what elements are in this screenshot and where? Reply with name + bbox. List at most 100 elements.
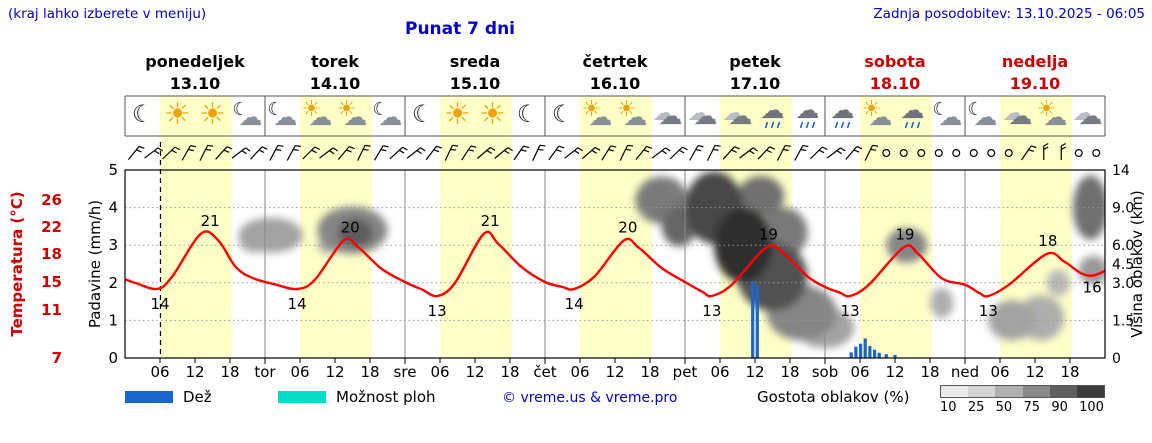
cloud-blob: [1078, 255, 1105, 285]
day-header-nedelja: nedelja 19.10: [965, 52, 1105, 93]
day-date: 15.10: [449, 74, 501, 93]
barb-path: [181, 145, 197, 161]
showers-legend-swatch: [278, 391, 326, 403]
barb-path: [476, 146, 496, 159]
rain-glyph: ☁: [901, 96, 925, 124]
cloud-glyph: ☁: [729, 102, 753, 130]
precip-tick-label: 5: [108, 161, 118, 179]
weather-icon-cloud: ☁☁: [723, 101, 753, 130]
time-label: 18: [220, 363, 239, 381]
moon-glyph: ☾: [517, 100, 539, 128]
time-label: 18: [780, 363, 799, 381]
rain-bar: [854, 346, 858, 358]
barb-path: [706, 144, 721, 161]
time-label: 18: [640, 363, 659, 381]
density-tick-label: 75: [1023, 400, 1041, 415]
raindrop: [840, 121, 845, 129]
copyright-link[interactable]: © vreme.us & vreme.pro: [502, 390, 678, 406]
suncloud-glyph: ☁: [624, 103, 648, 131]
weather-icon-cloud: ☁☁: [1003, 101, 1033, 130]
cloud-blob: [714, 207, 773, 283]
barb-path: [601, 145, 617, 161]
wind-barb-icon: [181, 145, 197, 161]
suncloud-glyph: ☀: [617, 97, 637, 122]
day-header-sreda: sreda 15.10: [405, 52, 545, 93]
temp-value-label: 14: [288, 295, 307, 313]
weather-icon-cloud: ☁☁: [1073, 101, 1103, 130]
wind-barb-icon: [357, 144, 371, 161]
temp-value-label: 14: [150, 295, 169, 313]
barb-path: [689, 145, 704, 161]
cloud-glyph: ☁: [653, 101, 675, 126]
mooncloud-glyph: ☁: [974, 103, 998, 131]
weather-icon-suncloud: ☀☁: [337, 97, 368, 131]
barb-path: [461, 145, 477, 161]
raindrop: [846, 121, 851, 129]
last-update: Zadnja posodobitev: 13.10.2025 - 06:05: [873, 6, 1145, 22]
wind-barb-icon: [845, 145, 863, 160]
cloud-height-tick-label: 1.5: [1112, 313, 1134, 329]
mooncloud-glyph: ☁: [379, 103, 403, 131]
weather-icon-cloud: ☁☁: [688, 101, 718, 130]
day-name: sreda: [449, 52, 501, 71]
barb-path: [582, 146, 601, 160]
time-label: 06: [570, 363, 589, 381]
weather-icon-cloud: ☁☁: [653, 101, 683, 130]
wind-barb-icon: [1020, 145, 1037, 161]
daylight-band: [440, 96, 512, 358]
wind-barb-icon: [319, 147, 339, 159]
weather-icon-suncloud: ☀☁: [302, 97, 333, 131]
sun-glyph: ☀: [479, 97, 506, 132]
suncloud-glyph: ☁: [589, 103, 613, 131]
barb-path: [809, 146, 828, 160]
weather-icon-moon: ☾: [552, 100, 574, 128]
sun-glyph: ☀: [444, 97, 471, 132]
temp-value-label: 20: [618, 219, 637, 237]
raindrop: [916, 121, 921, 129]
weather-icon-suncloud: ☀☁: [582, 97, 613, 131]
temp-tick-label: 22: [41, 218, 62, 236]
wind-calm-icon: [1074, 149, 1083, 158]
weather-icon-rain: ☁: [831, 96, 855, 129]
density-segment-25: [968, 386, 996, 397]
day-header-petek: petek 17.10: [685, 52, 825, 93]
wind-barb-icon: [337, 145, 355, 160]
wind-barb-icon: [706, 144, 721, 161]
day-header-četrtek: četrtek 16.10: [545, 52, 685, 93]
wind-calm-icon: [1004, 149, 1013, 158]
cloud-density-label: Gostota oblakov (%): [757, 388, 910, 406]
cloud-glyph: ☁: [659, 102, 683, 130]
day-name: petek: [729, 52, 781, 71]
suncloud-glyph: ☁: [869, 103, 893, 131]
weather-icon-rain: ☁: [761, 96, 785, 129]
wind-barb-icon: [809, 146, 828, 160]
weather-icon-suncloud: ☀☁: [1037, 97, 1068, 131]
time-label: 12: [605, 363, 624, 381]
barb-path: [548, 145, 565, 161]
wind-barb-icon: [144, 147, 163, 159]
cloud-height-tick-label: 9.0: [1112, 201, 1134, 217]
wind-barb-icon: [389, 146, 408, 160]
time-label: 12: [465, 363, 484, 381]
raindrop: [770, 121, 775, 129]
density-segment-100: [1076, 386, 1105, 397]
mooncloud-glyph: ☾: [967, 99, 983, 120]
cloud-height-tick-label: 14: [1112, 163, 1130, 179]
time-label: 12: [185, 363, 204, 381]
cloud-glyph: ☁: [1079, 102, 1103, 130]
time-label: 12: [1025, 363, 1044, 381]
barb-path: [669, 146, 688, 160]
weather-icon-suncloud: ☀☁: [617, 97, 648, 131]
time-label: 18: [920, 363, 939, 381]
barb-path: [757, 146, 775, 160]
barb-path: [722, 146, 740, 160]
raindrop: [805, 121, 810, 129]
wind-barb-icon: [1043, 142, 1049, 160]
barb-path: [337, 145, 355, 160]
wind-barb-icon: [776, 144, 791, 161]
weather-icon-sun: ☀: [199, 97, 226, 132]
temp-value-label: 13: [979, 302, 998, 320]
wind-barb-icon: [461, 145, 477, 161]
precip-tick-label: 4: [108, 199, 118, 217]
barb-path: [406, 147, 426, 159]
